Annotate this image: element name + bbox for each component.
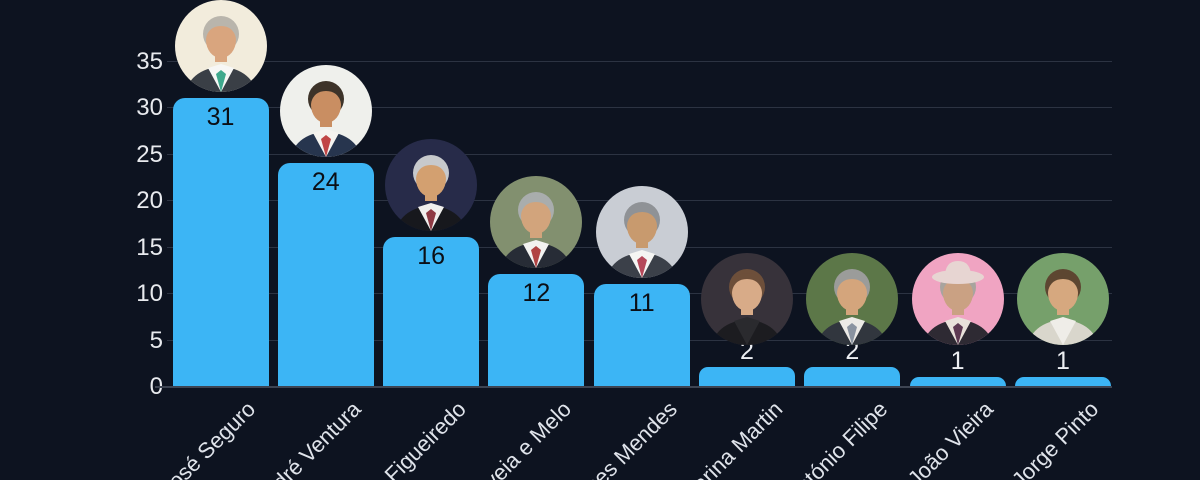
x-axis-line (155, 386, 1112, 388)
avatar-gouveia-e-melo (490, 176, 583, 269)
avatar-cotrim-figueiredo (385, 139, 478, 232)
person-photo-icon (911, 252, 1004, 345)
person-photo-icon (490, 176, 583, 269)
bar-antonio-jose-seguro (172, 97, 269, 386)
bar-jorge-pinto (1014, 376, 1111, 386)
y-tick-label-5: 5 (149, 326, 163, 354)
person-photo-icon (806, 253, 899, 346)
x-label-jorge-pinto: Jorge Pinto (1006, 396, 1103, 480)
value-label-marques-mendes: 11 (628, 288, 655, 317)
y-tick-label-10: 10 (136, 280, 163, 307)
value-label-gouveia-e-melo: 12 (522, 279, 551, 308)
y-tick-label-15: 15 (136, 233, 163, 261)
bar-cotrim-figueiredo (383, 237, 480, 386)
avatar-jorge-pinto (1016, 252, 1109, 345)
gridline-25 (167, 153, 1112, 155)
x-label-antonio-filipe: António Filipe (780, 396, 893, 480)
person-photo-icon (385, 139, 478, 232)
value-label-antonio-jose-seguro: 31 (206, 102, 235, 131)
y-tick-label-35: 35 (136, 47, 163, 75)
value-label-jorge-pinto: 1 (1055, 346, 1070, 375)
x-label-antonio-jose-seguro: António José Seguro (98, 396, 261, 480)
person-photo-icon (1016, 252, 1109, 345)
x-label-andre-ventura: André Ventura (248, 396, 366, 480)
y-tick-label-30: 30 (136, 94, 163, 121)
avatar-manuel-joao-vieira (911, 252, 1004, 345)
x-label-gouveia-e-melo: Gouveia e Melo (449, 396, 577, 480)
value-label-manuel-joao-vieira: 1 (950, 346, 965, 375)
person-photo-icon (174, 0, 267, 92)
avatar-marques-mendes (595, 185, 688, 278)
value-label-cotrim-figueiredo: 16 (417, 242, 445, 271)
bar-antonio-filipe (804, 367, 901, 386)
bar-catarina-martin (699, 367, 795, 386)
avatar-catarina-martin (701, 253, 793, 346)
y-tick-label-20: 20 (136, 187, 163, 214)
gridline-30 (167, 107, 1112, 108)
x-label-catarina-martin: Catarina Martin (662, 396, 787, 480)
y-tick-label-25: 25 (136, 140, 163, 168)
avatar-antonio-jose-seguro (174, 0, 267, 92)
person-photo-icon (701, 253, 793, 346)
bar-andre-ventura (277, 162, 374, 386)
person-photo-icon (279, 64, 372, 157)
person-photo-icon (595, 185, 688, 278)
bar-marques-mendes (593, 283, 690, 386)
bar-gouveia-e-melo (488, 274, 585, 386)
bar-manuel-joao-vieira (909, 376, 1006, 386)
avatar-andre-ventura (279, 64, 372, 157)
gridline-35 (167, 60, 1112, 62)
y-tick-label-0: 0 (149, 373, 163, 400)
avatar-antonio-filipe (806, 253, 899, 346)
value-label-andre-ventura: 24 (311, 167, 340, 196)
